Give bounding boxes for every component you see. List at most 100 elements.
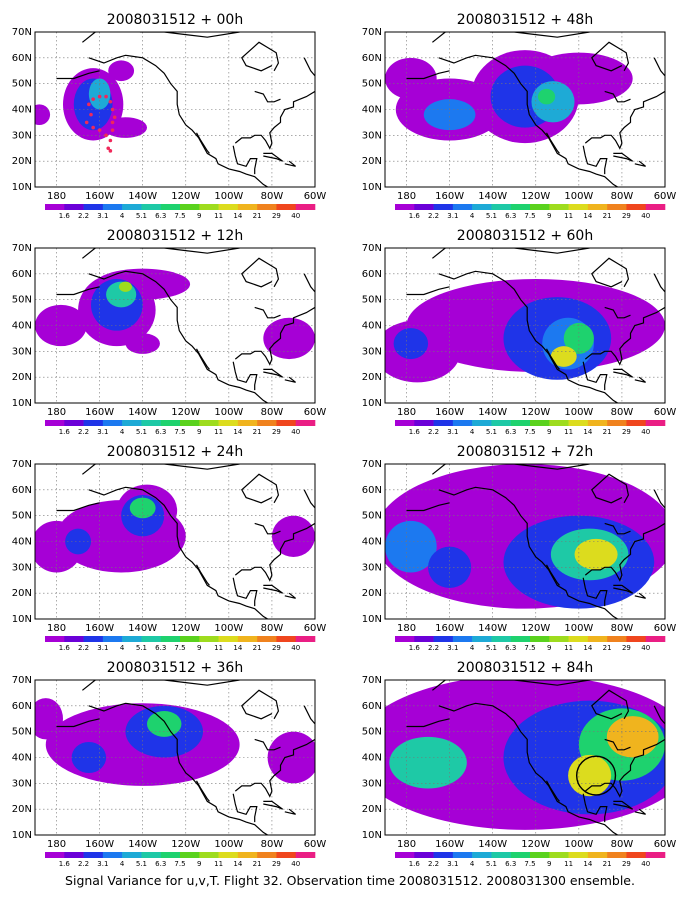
colorbar-swatch xyxy=(45,204,65,210)
colorbar-label: 1.6 xyxy=(59,428,71,436)
coastline xyxy=(604,522,631,535)
lon-tick-label: 120W xyxy=(171,839,200,850)
coastline xyxy=(591,257,630,288)
lat-tick-label: 20N xyxy=(362,372,382,383)
variance-field xyxy=(35,268,315,360)
colorbar-swatch xyxy=(64,636,84,642)
colorbar-swatch xyxy=(491,636,512,642)
observation-point xyxy=(108,149,113,153)
coastline xyxy=(406,286,450,296)
lon-tick-label: 140W xyxy=(128,191,157,202)
lon-tick-label: 180 xyxy=(47,407,66,418)
colorbar-label: 11 xyxy=(564,428,573,436)
colorbar-swatch xyxy=(433,852,454,858)
lon-tick-label: 160W xyxy=(435,407,464,418)
colorbar-label: 9 xyxy=(197,860,201,868)
colorbar-swatch xyxy=(102,852,123,858)
coastline xyxy=(438,270,619,403)
coastline xyxy=(432,680,590,691)
lon-tick-label: 60W xyxy=(654,407,677,418)
lat-tick-label: 20N xyxy=(12,804,32,815)
colorbar-swatch xyxy=(568,636,589,642)
colorbar-label: 7.5 xyxy=(524,428,535,436)
lon-tick-label: 140W xyxy=(128,839,157,850)
lat-tick-label: 60N xyxy=(362,269,382,280)
colorbar-label: 21 xyxy=(603,860,612,868)
lat-tick-label: 10N xyxy=(362,182,382,193)
graticule xyxy=(35,248,315,403)
variance-contour xyxy=(423,99,476,131)
colorbar-label: 9 xyxy=(197,212,201,220)
map-panel: 2008031512 + 24h 10N 20N 30N 40N 50N 60N 70N 180… xyxy=(12,444,327,652)
lat-tick-label: 20N xyxy=(12,588,32,599)
colorbar-label: 29 xyxy=(272,644,281,652)
colorbar-swatch xyxy=(414,204,434,210)
colorbar-swatch xyxy=(510,204,531,210)
colorbar-label: 21 xyxy=(603,428,612,436)
colorbar-swatch xyxy=(83,420,104,426)
lat-tick-label: 50N xyxy=(12,295,32,306)
lat-tick-label: 50N xyxy=(12,79,32,90)
lat-tick-label: 20N xyxy=(12,372,32,383)
colorbar-label: 4 xyxy=(120,860,125,868)
coastline xyxy=(82,680,240,691)
colorbar-label: 21 xyxy=(253,860,262,868)
lon-tick-label: 160W xyxy=(85,407,114,418)
colorbar-swatch xyxy=(530,636,550,642)
variance-contour xyxy=(125,333,160,354)
colorbar-swatch xyxy=(472,636,492,642)
observation-point xyxy=(91,125,95,130)
observation-point xyxy=(110,120,115,125)
lat-tick-label: 40N xyxy=(362,537,382,548)
colorbar-swatch xyxy=(414,636,434,642)
colorbar-swatch xyxy=(626,852,647,858)
lat-tick-label: 20N xyxy=(12,156,32,167)
colorbar-label: 2.2 xyxy=(78,428,89,436)
coastline xyxy=(88,702,269,835)
map-frame xyxy=(384,31,666,188)
colorbar-swatch xyxy=(218,204,239,210)
colorbar-label: 29 xyxy=(622,428,631,436)
colorbar-swatch xyxy=(122,420,142,426)
lat-tick-label: 10N xyxy=(12,614,32,625)
colorbar-swatch xyxy=(257,852,277,858)
observation-point xyxy=(104,94,108,99)
lon-tick-label: 100W xyxy=(214,191,243,202)
colorbar-swatch xyxy=(122,204,142,210)
colorbar-swatch xyxy=(510,420,531,426)
colorbar-label: 11 xyxy=(564,644,573,652)
colorbar-swatch xyxy=(395,204,415,210)
variance-contour xyxy=(537,88,556,105)
colorbar-swatch xyxy=(510,852,531,858)
colorbar-swatch xyxy=(295,852,316,858)
coastline xyxy=(613,152,634,162)
colorbar-label: 5.1 xyxy=(486,860,497,868)
variance-contour xyxy=(263,317,315,360)
colorbar-label: 4 xyxy=(120,212,125,220)
lon-tick-label: 180 xyxy=(397,839,416,850)
colorbar-swatch xyxy=(491,420,512,426)
colorbar-swatch xyxy=(414,420,434,426)
coastline xyxy=(88,54,269,187)
coastlines xyxy=(56,464,315,619)
lon-tick-label: 180 xyxy=(47,839,66,850)
coastline xyxy=(232,145,258,175)
lat-tick-label: 10N xyxy=(362,830,382,841)
coastline xyxy=(653,705,665,725)
colorbar-label: 2.2 xyxy=(78,860,89,868)
colorbar-label: 6.3 xyxy=(505,644,516,652)
colorbar-swatch xyxy=(626,204,647,210)
lon-tick-label: 160W xyxy=(435,191,464,202)
lat-tick-label: 20N xyxy=(362,588,382,599)
colorbar-swatch xyxy=(510,636,531,642)
colorbar-label: 6.3 xyxy=(155,212,166,220)
colorbar-label: 5.1 xyxy=(136,860,147,868)
lon-tick-label: 80W xyxy=(261,623,284,634)
colorbar-swatch xyxy=(607,420,627,426)
panel-title: 2008031512 + 24h xyxy=(107,444,243,460)
lat-tick-label: 40N xyxy=(12,753,32,764)
colorbar-label: 7.5 xyxy=(174,860,185,868)
colorbar-label: 29 xyxy=(622,212,631,220)
colorbar-label: 11 xyxy=(214,428,223,436)
colorbar-swatch xyxy=(160,636,181,642)
